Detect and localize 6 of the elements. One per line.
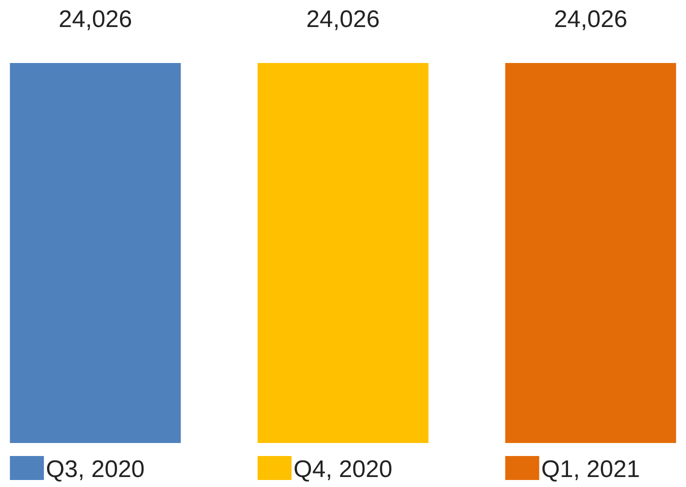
legend-label: Q1, 2021 — [541, 456, 640, 483]
legend-label: Q4, 2020 — [294, 456, 392, 483]
data-label: 24,026 — [554, 6, 628, 33]
data-label: 24,026 — [306, 6, 380, 33]
data-label: 24,026 — [58, 6, 132, 33]
legend-label: Q3, 2020 — [46, 456, 145, 483]
